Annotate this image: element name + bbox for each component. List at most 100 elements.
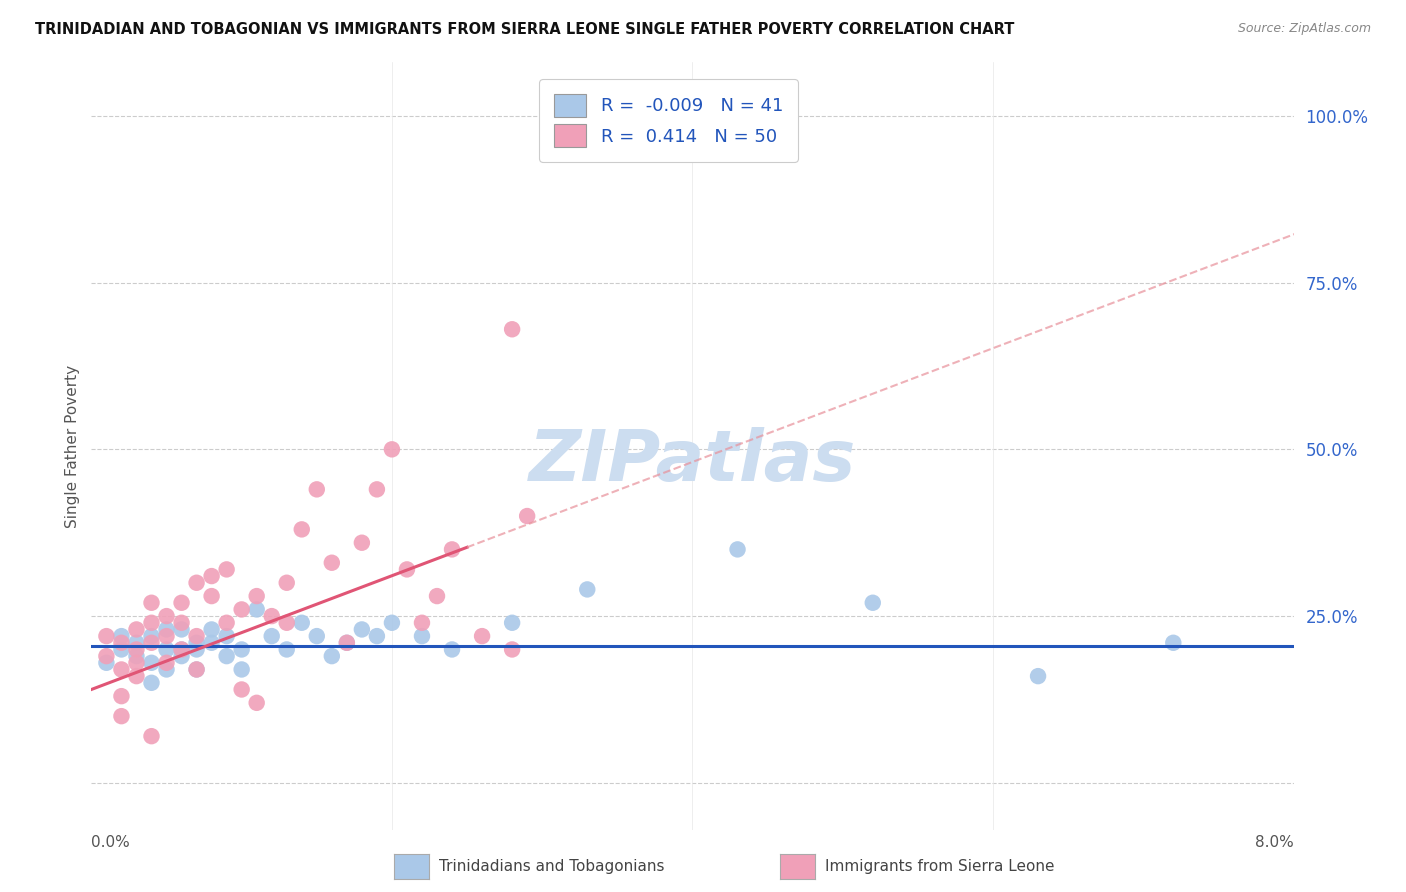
- Point: [125, 623, 148, 637]
- Point: [727, 542, 749, 557]
- Point: [321, 556, 343, 570]
- Point: [231, 682, 253, 697]
- Point: [201, 636, 224, 650]
- Point: [501, 642, 523, 657]
- Point: [381, 615, 404, 630]
- Point: [260, 629, 283, 643]
- Point: [170, 596, 193, 610]
- Point: [170, 649, 193, 664]
- Point: [186, 663, 208, 677]
- Point: [155, 609, 177, 624]
- Point: [155, 656, 177, 670]
- Point: [862, 596, 884, 610]
- Point: [170, 623, 193, 637]
- Point: [186, 636, 208, 650]
- Point: [426, 589, 449, 603]
- Point: [170, 642, 193, 657]
- Point: [186, 642, 208, 657]
- Text: 8.0%: 8.0%: [1254, 836, 1294, 850]
- Point: [125, 669, 148, 683]
- Point: [246, 602, 269, 616]
- Point: [231, 602, 253, 616]
- Point: [186, 663, 208, 677]
- Point: [215, 629, 238, 643]
- Point: [246, 589, 269, 603]
- Point: [215, 615, 238, 630]
- Point: [501, 322, 523, 336]
- Point: [231, 642, 253, 657]
- Point: [125, 642, 148, 657]
- Point: [201, 589, 224, 603]
- Point: [125, 636, 148, 650]
- Point: [141, 615, 163, 630]
- Point: [1026, 669, 1049, 683]
- Point: [501, 615, 523, 630]
- Point: [276, 575, 298, 590]
- Point: [336, 636, 359, 650]
- Point: [411, 629, 433, 643]
- Point: [110, 636, 132, 650]
- Y-axis label: Single Father Poverty: Single Father Poverty: [65, 365, 80, 527]
- Point: [231, 663, 253, 677]
- Point: [350, 535, 373, 549]
- Point: [155, 623, 177, 637]
- Point: [186, 629, 208, 643]
- Point: [291, 522, 314, 536]
- Point: [471, 629, 494, 643]
- Point: [215, 562, 238, 576]
- Text: TRINIDADIAN AND TOBAGONIAN VS IMMIGRANTS FROM SIERRA LEONE SINGLE FATHER POVERTY: TRINIDADIAN AND TOBAGONIAN VS IMMIGRANTS…: [35, 22, 1015, 37]
- Point: [170, 642, 193, 657]
- Point: [186, 575, 208, 590]
- Legend: R =  -0.009   N = 41, R =  0.414   N = 50: R = -0.009 N = 41, R = 0.414 N = 50: [540, 79, 797, 161]
- Point: [201, 569, 224, 583]
- Point: [411, 615, 433, 630]
- Point: [96, 629, 118, 643]
- Point: [155, 663, 177, 677]
- Point: [321, 649, 343, 664]
- Text: Trinidadians and Tobagonians: Trinidadians and Tobagonians: [439, 859, 664, 873]
- Point: [125, 649, 148, 664]
- Point: [201, 623, 224, 637]
- Point: [305, 629, 328, 643]
- Point: [276, 642, 298, 657]
- Point: [276, 615, 298, 630]
- Point: [576, 582, 599, 597]
- Point: [350, 623, 373, 637]
- Point: [141, 675, 163, 690]
- Point: [141, 596, 163, 610]
- Point: [110, 642, 132, 657]
- Point: [440, 642, 463, 657]
- Point: [141, 629, 163, 643]
- Point: [170, 615, 193, 630]
- Point: [110, 663, 132, 677]
- Text: ZIPatlas: ZIPatlas: [529, 427, 856, 496]
- Point: [141, 729, 163, 743]
- Point: [1161, 636, 1184, 650]
- Point: [336, 636, 359, 650]
- Point: [305, 483, 328, 497]
- Point: [516, 509, 538, 524]
- Point: [381, 442, 404, 457]
- Point: [96, 656, 118, 670]
- Text: Source: ZipAtlas.com: Source: ZipAtlas.com: [1237, 22, 1371, 36]
- Point: [125, 656, 148, 670]
- Point: [366, 629, 388, 643]
- Point: [96, 649, 118, 664]
- Point: [110, 689, 132, 703]
- Point: [110, 709, 132, 723]
- Point: [366, 483, 388, 497]
- Point: [155, 642, 177, 657]
- Point: [440, 542, 463, 557]
- Point: [246, 696, 269, 710]
- Point: [395, 562, 418, 576]
- Point: [141, 636, 163, 650]
- Point: [215, 649, 238, 664]
- Text: 0.0%: 0.0%: [91, 836, 131, 850]
- Point: [141, 656, 163, 670]
- Point: [260, 609, 283, 624]
- Point: [155, 629, 177, 643]
- Point: [546, 109, 568, 123]
- Point: [110, 629, 132, 643]
- Text: Immigrants from Sierra Leone: Immigrants from Sierra Leone: [825, 859, 1054, 873]
- Point: [291, 615, 314, 630]
